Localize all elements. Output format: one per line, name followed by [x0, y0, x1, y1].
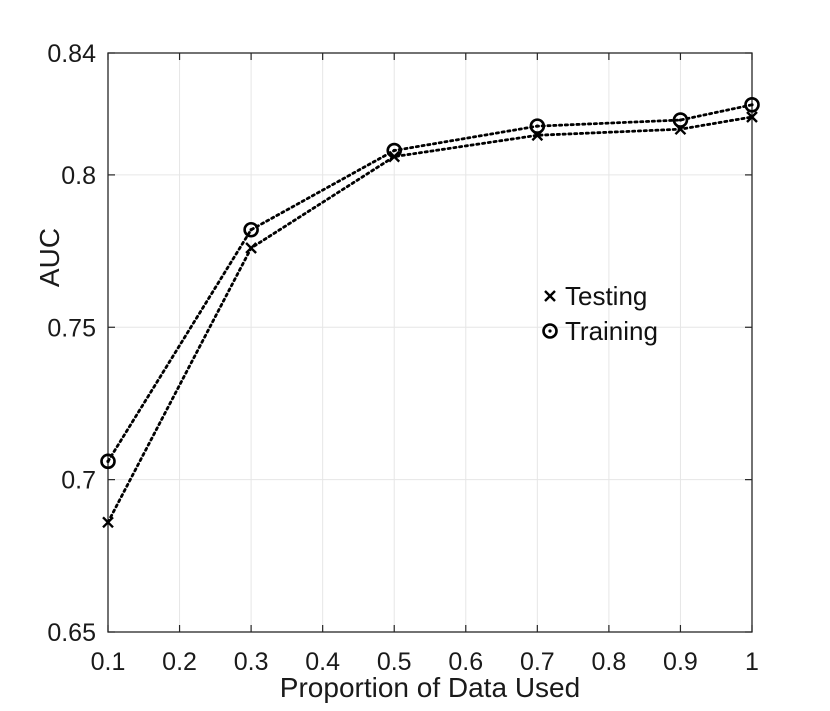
- x-marker-stroke: [102, 516, 114, 529]
- data-point-testing: [102, 516, 114, 529]
- circle-marker-dot: [548, 329, 552, 333]
- series-testing: [102, 111, 758, 529]
- y-tick-label: 0.8: [61, 162, 96, 190]
- series-line-testing: [106, 115, 754, 524]
- x-marker-stroke: [544, 290, 556, 302]
- circle-marker-ring: [243, 221, 259, 238]
- circle-marker-dot: [750, 103, 754, 107]
- data-point-training: [744, 97, 760, 113]
- x-tick-label: 0.5: [377, 648, 412, 676]
- x-tick-label: 1: [745, 648, 759, 676]
- y-tick-label: 0.84: [47, 40, 96, 68]
- data-point-training: [100, 453, 116, 470]
- x-marker-stroke: [746, 111, 758, 123]
- axis-ticks: 0.1 0.2 0.3 0.4 0.5 0.6 0.7 0.8 0.9 1 0.65 0.7 0.75 0…: [47, 40, 759, 676]
- x-tick-label: 0.3: [234, 648, 269, 676]
- x-tick-label: 0.1: [91, 648, 126, 676]
- y-tick-label: 0.65: [47, 619, 96, 647]
- circle-marker-dot: [678, 118, 683, 122]
- legend-marker-testing: [544, 290, 556, 302]
- circle-marker-dot: [392, 148, 396, 153]
- x-marker-stroke: [245, 242, 257, 254]
- circle-marker-dot: [106, 459, 110, 463]
- circle-marker-dot: [249, 228, 253, 232]
- circle-marker-dot: [535, 124, 539, 128]
- y-tick-label: 0.7: [61, 467, 96, 495]
- y-tick-label: 0.75: [47, 314, 96, 342]
- y-axis-title: AUC: [34, 228, 65, 287]
- data-point-training: [672, 112, 689, 128]
- legend-item-training: Training: [542, 316, 658, 346]
- x-tick-label: 0.6: [448, 648, 483, 676]
- x-tick-label: 0.8: [592, 648, 627, 676]
- circle-marker-ring: [542, 323, 558, 339]
- circle-marker-ring: [100, 453, 116, 470]
- circle-marker-ring: [386, 142, 403, 159]
- data-point-training: [529, 118, 546, 134]
- x-axis-title: Proportion of Data Used: [280, 672, 580, 703]
- x-tick-label: 0.4: [305, 648, 340, 676]
- legend-label-testing: Testing: [565, 281, 647, 311]
- data-point-testing: [746, 111, 758, 123]
- circle-marker-ring: [744, 97, 760, 113]
- data-series: [100, 97, 760, 529]
- series-line-training: [106, 103, 754, 463]
- series-training: [100, 97, 760, 470]
- x-tick-label: 0.9: [663, 648, 698, 676]
- legend-label-training: Training: [565, 316, 658, 346]
- data-point-training: [386, 142, 403, 159]
- circle-marker-ring: [529, 118, 546, 134]
- plot-area-border: [107, 52, 753, 633]
- legend-item-testing: Testing: [544, 281, 647, 311]
- x-tick-label: 0.2: [162, 648, 197, 676]
- data-point-training: [243, 221, 259, 238]
- data-point-testing: [245, 242, 257, 254]
- x-tick-label: 0.7: [520, 648, 555, 676]
- legend: Testing Training: [542, 281, 658, 346]
- legend-marker-training: [542, 323, 558, 339]
- circle-marker-ring: [672, 112, 689, 128]
